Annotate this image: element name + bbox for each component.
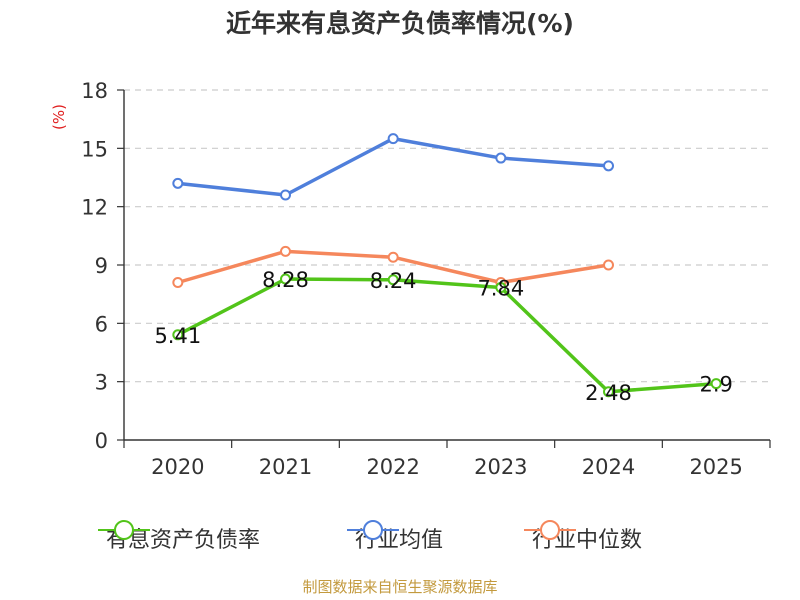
data-point <box>387 251 399 263</box>
legend-item-0[interactable]: 有息资产负债率 <box>98 520 260 556</box>
data-point <box>280 189 291 201</box>
x-tick-label: 2021 <box>259 455 312 479</box>
legend: 有息资产负债率 行业均值 行业中位数 <box>0 520 800 556</box>
y-tick-label: 12 <box>81 196 108 220</box>
data-point <box>603 259 614 271</box>
data-source-footer: 制图数据来自恒生聚源数据库 <box>302 578 498 596</box>
data-point <box>387 274 399 286</box>
data-label: 8.24 <box>370 269 417 293</box>
data-point <box>495 282 507 294</box>
line-chart: 0 3 6 9 12 15 18 2020 2021 2022 2023 2024 2025 5.41 8.… <box>81 79 771 479</box>
x-tick-label: 2020 <box>151 455 204 479</box>
chart-title: 近年来有息资产负债率情况(%) <box>226 9 574 38</box>
data-point <box>495 152 507 164</box>
data-point <box>387 133 399 145</box>
legend-marker-icon <box>347 520 399 540</box>
y-tick-label: 9 <box>95 254 108 278</box>
legend-item-1[interactable]: 行业均值 <box>347 520 443 556</box>
data-point <box>280 273 291 285</box>
legend-item-2[interactable]: 行业中位数 <box>524 520 642 556</box>
legend-marker-icon <box>524 520 576 540</box>
legend-marker-icon <box>98 520 150 540</box>
data-label: 7.84 <box>477 277 524 301</box>
y-tick-label: 6 <box>95 312 108 336</box>
data-label: 5.41 <box>154 324 201 348</box>
x-tick-label: 2025 <box>689 455 742 479</box>
series-line <box>177 136 609 197</box>
series-line <box>177 277 717 394</box>
x-tick-label: 2022 <box>366 455 419 479</box>
y-tick-label: 18 <box>81 79 108 103</box>
data-point <box>280 245 291 257</box>
y-tick-label: 15 <box>81 137 108 161</box>
data-label: 2.48 <box>585 381 632 405</box>
data-point <box>603 160 614 172</box>
data-point <box>172 177 184 189</box>
data-point <box>710 378 722 390</box>
data-label: 8.28 <box>262 268 309 292</box>
data-point <box>172 329 184 341</box>
data-point <box>603 386 614 398</box>
x-tick-label: 2024 <box>582 455 635 479</box>
y-tick-label: 3 <box>95 371 108 395</box>
data-label: 2.9 <box>699 373 732 397</box>
data-point <box>172 277 184 288</box>
y-tick-label: 0 <box>95 429 108 453</box>
x-tick-label: 2023 <box>474 455 527 479</box>
